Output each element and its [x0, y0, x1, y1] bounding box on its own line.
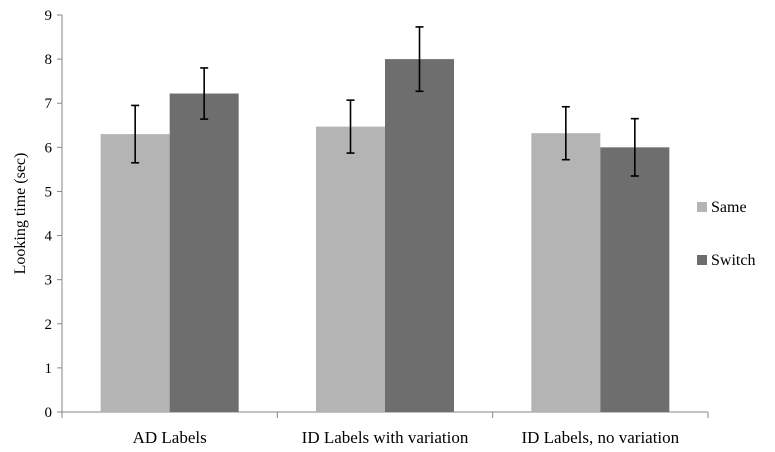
bar	[100, 134, 170, 412]
y-tick-label: 2	[45, 317, 53, 333]
x-category-label: AD Labels	[133, 428, 207, 447]
legend-label: Same	[711, 199, 747, 216]
bar	[600, 147, 670, 413]
y-tick-label: 7	[45, 96, 53, 112]
bar	[169, 93, 239, 413]
bars	[100, 59, 670, 413]
legend-swatch	[697, 202, 707, 212]
legend-swatch	[697, 255, 707, 265]
y-tick-label: 1	[45, 361, 53, 377]
bar	[385, 59, 454, 412]
y-axis-title: Looking time (sec)	[12, 153, 29, 275]
legend-label: Switch	[711, 252, 755, 269]
y-tick-label: 4	[45, 229, 53, 245]
legend: Same Switch	[697, 199, 755, 269]
bar	[316, 126, 385, 413]
y-tick-label: 6	[45, 140, 53, 156]
y-tick-label: 8	[45, 52, 53, 68]
x-category-label: ID Labels, no variation	[521, 428, 679, 447]
y-tick-label: 0	[45, 405, 53, 421]
bar	[531, 133, 601, 412]
labels: 0 1 2 3 4 5 6 7 8 9 Looking time (sec) AD Labels ID …	[12, 8, 680, 447]
x-category-label: ID Labels with variation	[302, 428, 469, 447]
error-bars	[131, 26, 639, 177]
y-tick-label: 9	[45, 8, 53, 24]
y-tick-label: 5	[45, 184, 53, 200]
y-tick-label: 3	[45, 273, 53, 289]
